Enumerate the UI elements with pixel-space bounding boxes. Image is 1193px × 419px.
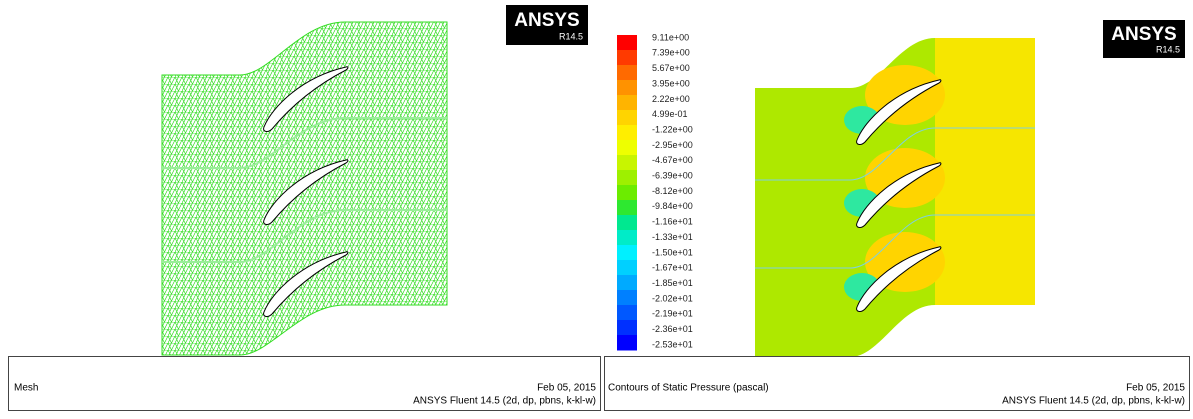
- logo-brand: ANSYS: [1111, 24, 1176, 45]
- colorbar-swatch: [617, 185, 637, 201]
- page: ANSYS R14.5 Mesh Feb 05, 2015 ANSYS Flue…: [0, 0, 1193, 414]
- colorbar-label: 4.99e-01: [652, 109, 688, 119]
- colorbar-label: -1.22e+00: [652, 124, 693, 134]
- footer-date: Feb 05, 2015: [537, 383, 596, 394]
- colorbar-swatch: [617, 125, 637, 141]
- footer-date: Feb 05, 2015: [1126, 383, 1185, 394]
- footer-software: ANSYS Fluent 14.5 (2d, dp, pbns, k-kl-w): [1002, 396, 1185, 407]
- colorbar-label: -1.33e+01: [652, 232, 693, 242]
- colorbar-label: -1.85e+01: [652, 278, 693, 288]
- contour-view: ANSYS R14.5 Contours of Static Pressure …: [605, 20, 1190, 411]
- colorbar-swatch: [617, 140, 637, 156]
- colorbar-swatch: [617, 275, 637, 291]
- colorbar-label: -9.84e+00: [652, 201, 693, 211]
- colorbar-label: -1.50e+01: [652, 247, 693, 257]
- colorbar-swatch: [617, 230, 637, 246]
- footer-title: Mesh: [14, 383, 38, 394]
- logo-brand: ANSYS: [514, 10, 579, 31]
- colorbar-label: 9.11e+00: [652, 32, 689, 42]
- colorbar-swatch: [617, 320, 637, 336]
- colorbar-label: -1.16e+01: [652, 217, 693, 227]
- colorbar-label: -8.12e+00: [652, 186, 693, 196]
- footer-title: Contours of Static Pressure (pascal): [608, 383, 769, 394]
- colorbar-swatch: [617, 305, 637, 321]
- colorbar-label: -4.67e+00: [652, 155, 693, 165]
- colorbar: 9.11e+00 7.39e+00 5.67e+00 3.95e+00 2.22e+00…: [617, 32, 693, 350]
- colorbar-swatch: [617, 215, 637, 231]
- colorbar-label: -2.36e+01: [652, 324, 693, 334]
- colorbar-swatch: [617, 290, 637, 306]
- colorbar-swatch: [617, 245, 637, 261]
- colorbar-swatch: [617, 35, 637, 51]
- colorbar-swatch: [617, 260, 637, 276]
- colorbar-swatch: [617, 170, 637, 186]
- colorbar-label: -2.19e+01: [652, 309, 693, 319]
- colorbar-label: -2.53e+01: [652, 339, 693, 349]
- logo-version: R14.5: [1156, 44, 1180, 54]
- colorbar-label: 7.39e+00: [652, 48, 690, 58]
- mesh-view: ANSYS R14.5 Mesh Feb 05, 2015 ANSYS Flue…: [9, 5, 601, 411]
- colorbar-swatch: [617, 200, 637, 216]
- footer-software: ANSYS Fluent 14.5 (2d, dp, pbns, k-kl-w): [413, 396, 596, 407]
- colorbar-swatch: [617, 80, 637, 96]
- colorbar-label: -6.39e+00: [652, 171, 693, 181]
- contour-region: [935, 38, 1035, 305]
- colorbar-label: 3.95e+00: [652, 78, 690, 88]
- colorbar-swatch: [617, 95, 637, 111]
- colorbar-label: -2.02e+01: [652, 293, 693, 303]
- colorbar-label: 2.22e+00: [652, 94, 690, 104]
- colorbar-swatch: [617, 50, 637, 66]
- logo-version: R14.5: [559, 31, 583, 41]
- screenshot: ANSYS R14.5 Mesh Feb 05, 2015 ANSYS Flue…: [0, 0, 1193, 414]
- colorbar-swatch: [617, 65, 637, 81]
- colorbar-label: -1.67e+01: [652, 263, 693, 273]
- colorbar-swatch: [617, 155, 637, 171]
- colorbar-label: -2.95e+00: [652, 140, 693, 150]
- colorbar-swatch: [617, 110, 637, 126]
- colorbar-label: 5.67e+00: [652, 63, 690, 73]
- colorbar-swatch: [617, 335, 637, 351]
